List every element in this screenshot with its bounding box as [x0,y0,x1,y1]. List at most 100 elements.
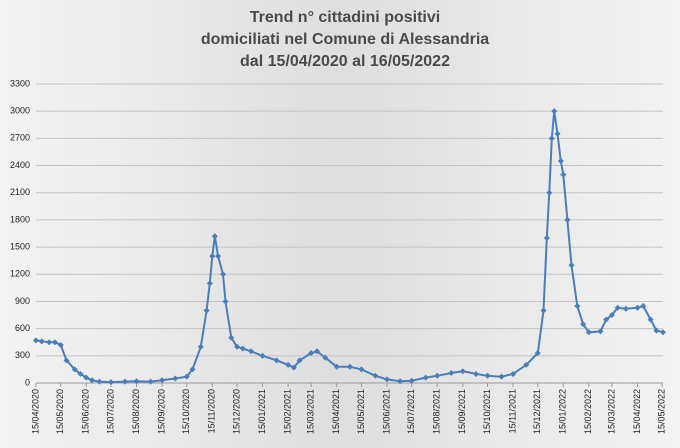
x-tick-label: 15/08/2020 [131,389,141,434]
marker [285,361,292,368]
marker [557,158,564,165]
x-tick-label: 15/10/2020 [181,389,191,434]
marker [308,350,315,357]
x-tick-label: 15/03/2021 [306,389,316,434]
x-tick-label: 15/07/2020 [105,389,115,434]
y-tick-label: 300 [15,350,30,360]
x-tick-label: 15/06/2021 [381,389,391,434]
marker [434,372,441,379]
marker [121,378,128,385]
x-tick-label: 15/09/2021 [457,389,467,434]
marker [585,329,592,336]
marker [215,253,222,260]
chart-title: Trend n° cittadini positivi [250,9,440,26]
marker [83,374,90,381]
marker [209,253,216,260]
marker [107,379,114,386]
marker [554,130,561,137]
x-tick-label: 15/02/2021 [282,389,292,434]
marker [540,307,547,314]
x-tick-label: 15/07/2021 [406,389,416,434]
x-tick-label: 15/01/2021 [257,389,267,434]
y-tick-label: 3000 [10,106,30,116]
marker [640,302,647,309]
marker [333,363,340,370]
marker [259,352,266,359]
x-tick-label: 15/05/2022 [657,389,667,434]
marker [183,373,190,380]
marker [548,135,555,142]
x-tick-label: 15/12/2020 [231,389,241,434]
marker [484,372,491,379]
y-tick-label: 900 [15,296,30,306]
marker [159,377,166,384]
marker [197,343,204,350]
y-tick-label: 2700 [10,133,30,143]
marker [564,216,571,223]
y-tick-label: 1200 [10,269,30,279]
y-tick-label: 2400 [10,160,30,170]
x-tick-label: 15/02/2022 [583,389,593,434]
x-tick-label: 15/05/2020 [55,389,65,434]
y-tick-label: 0 [25,377,30,387]
marker [228,334,235,341]
y-tick-label: 1800 [10,214,30,224]
marker [248,348,255,355]
marker [448,370,455,377]
y-tick-label: 600 [15,323,30,333]
x-tick-label: 15/04/2022 [632,389,642,434]
marker [147,378,154,385]
x-tick-label: 15/06/2020 [81,389,91,434]
marker [51,339,58,346]
marker [603,316,610,323]
marker [33,337,39,344]
marker [422,374,429,381]
marker [534,350,541,357]
marker [57,341,64,348]
marker [46,339,53,346]
marker [546,189,553,196]
x-tick-label: 15/12/2021 [532,389,542,434]
x-tick-label: 15/08/2021 [432,389,442,434]
marker [239,345,246,352]
marker [206,280,213,287]
marker [622,305,629,312]
marker [89,377,96,384]
marker [346,363,353,370]
y-tick-label: 2100 [10,187,30,197]
marker [273,357,280,364]
marker [77,370,84,377]
marker [614,304,621,311]
marker [63,357,70,364]
marker [647,316,654,323]
marker [71,366,78,373]
marker [498,373,505,380]
marker [172,375,179,382]
marker [211,233,218,240]
marker [358,366,365,373]
marker [372,372,379,379]
marker [290,364,297,371]
marker [189,366,196,373]
marker [523,361,530,368]
x-tick-label: 15/05/2021 [356,389,366,434]
marker [234,343,241,350]
marker [203,307,210,314]
chart-title: domiciliati nel Comune di Alessandria [201,31,489,48]
x-tick-label: 15/04/2020 [30,389,40,434]
marker [560,171,567,178]
y-tick-label: 3300 [10,78,30,88]
x-tick-label: 15/10/2021 [482,389,492,434]
x-tick-label: 15/04/2021 [331,389,341,434]
marker [222,298,229,305]
chart-title: dal 15/04/2020 al 16/05/2022 [240,53,450,70]
marker [608,312,615,319]
marker [383,376,390,383]
x-tick-label: 15/11/2021 [507,389,517,433]
marker [510,370,517,377]
x-tick-label: 15/01/2022 [558,389,568,434]
marker [408,377,415,384]
x-tick-label: 15/09/2020 [156,389,166,434]
